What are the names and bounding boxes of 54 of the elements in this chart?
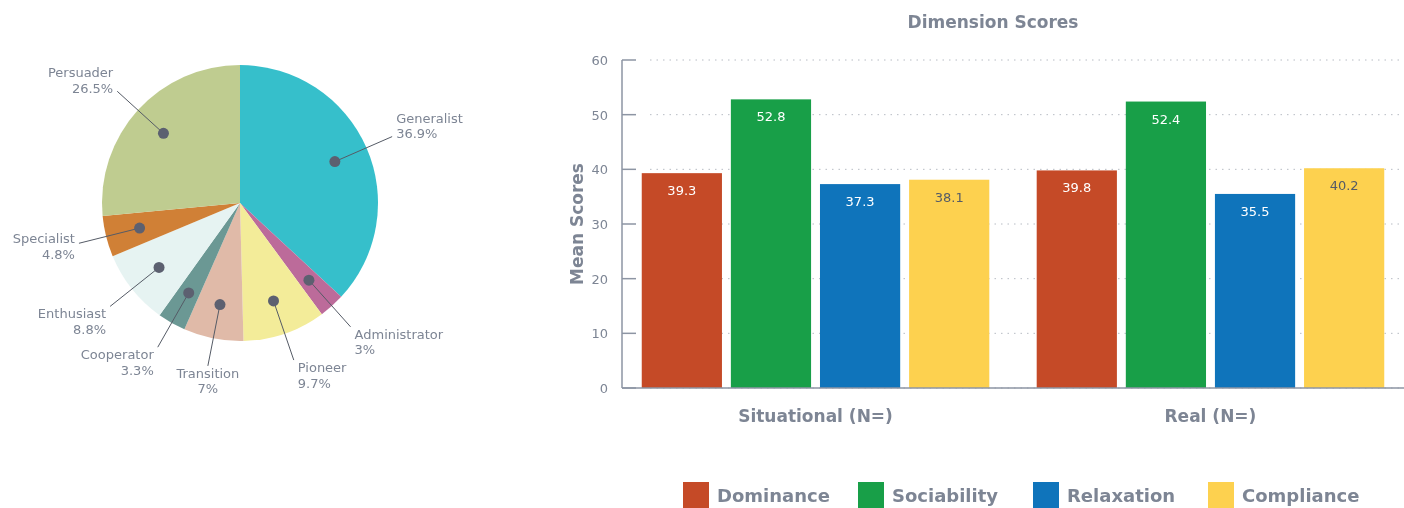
slice-label: Administrator [354,326,444,342]
pie-slice [159,203,240,330]
data-label: 36.9% [396,126,438,142]
x-tick-label: Situational (N=) [738,406,893,426]
data-label: 35.5 [1240,203,1270,219]
legend-label: Dominance [717,485,830,506]
pie-slice [102,203,240,257]
data-label: 52.4 [1151,111,1181,127]
slice-label: Enthusiast [37,306,107,322]
bar [730,99,812,388]
data-label: 39.3 [667,183,697,199]
legend-label: Compliance [1242,485,1360,506]
data-label: 37.3 [845,194,875,210]
x-tick-label: Real (N=) [1164,406,1257,426]
y-tick-label: 50 [591,107,608,123]
data-label: 9.7% [297,375,331,391]
chart-title: Dimension Scores [907,12,1079,32]
data-label: 8.8% [73,321,107,337]
bar [641,173,722,388]
y-axis-title: Mean Scores [567,163,587,285]
pie-slice [240,65,378,297]
bar [1304,168,1385,388]
slice-label: Persuader [47,65,114,81]
pie-slice [240,203,342,315]
y-tick-label: 10 [591,326,608,342]
slice-label: Generalist [396,110,463,126]
pie-slice [112,203,240,316]
pie-slice [240,203,322,341]
data-label: 4.8% [41,246,75,262]
y-tick-label: 20 [591,271,608,287]
slice-label: Pioneer [297,360,348,376]
pie-slice [184,203,244,341]
bar [1214,193,1296,388]
data-label: 52.8 [756,109,786,125]
slice-label: Specialist [12,231,75,247]
y-tick-label: 0 [599,381,608,396]
data-label: 40.2 [1329,178,1359,194]
y-tick-label: 40 [591,162,608,178]
y-tick-label: 30 [591,217,608,232]
legend-label: Relaxation [1067,485,1176,506]
data-label: 26.5% [71,80,114,96]
data-label: 3% [354,342,376,358]
bar [819,184,901,388]
slice-label: Cooperator [80,347,155,363]
bar [909,179,990,388]
data-label: 38.1 [934,189,964,205]
legend-label: Sociability [892,485,999,506]
data-label: 39.8 [1062,180,1092,196]
y-tick-label: 60 [591,53,608,68]
data-label: 7% [197,381,219,397]
data-label: 3.3% [120,362,154,378]
slice-label: Transition [175,365,240,381]
bar [1125,101,1207,388]
bar [1036,170,1117,388]
